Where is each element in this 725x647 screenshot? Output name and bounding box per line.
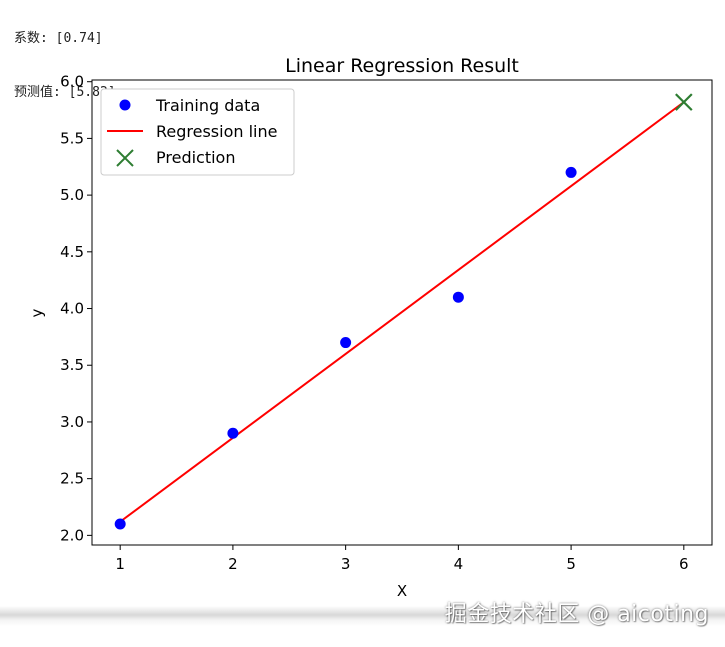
chart-title: Linear Regression Result	[285, 55, 519, 77]
legend: Training data Regression line Prediction	[100, 88, 295, 176]
training-data-point	[227, 427, 239, 439]
watermark: 掘金技术社区 @ aicoting	[444, 602, 709, 627]
regression-line	[119, 101, 685, 523]
legend-box	[100, 88, 295, 176]
x-axis-label: X	[397, 582, 407, 600]
training-data-point	[565, 166, 577, 178]
legend-prediction-label: Prediction	[156, 148, 235, 167]
y-tick-label: 5.0	[60, 186, 84, 204]
prediction-marker	[675, 93, 693, 111]
y-axis-label: y	[28, 308, 46, 317]
x-tick-label: 4	[454, 555, 464, 573]
y-tick-label: 5.5	[60, 129, 84, 147]
legend-prediction-marker	[116, 149, 134, 167]
training-data-point	[114, 518, 126, 530]
legend-training-marker	[119, 99, 131, 111]
y-tick-label: 4.5	[60, 243, 84, 261]
x-tick-label: 6	[679, 555, 689, 573]
x-tick-label: 3	[341, 555, 351, 573]
x-tick-label: 5	[566, 555, 576, 573]
console-coefficient-line: 系数: [0.74]	[14, 31, 103, 46]
y-tick-label: 2.0	[60, 526, 84, 544]
x-tick-label: 2	[228, 555, 238, 573]
legend-training-label: Training data	[155, 96, 260, 115]
y-tick-label: 6.0	[60, 73, 84, 91]
y-tick-label: 3.0	[60, 413, 84, 431]
legend-regression-label: Regression line	[156, 122, 277, 141]
y-tick-label: 3.5	[60, 356, 84, 374]
y-tick-label: 2.5	[60, 470, 84, 488]
training-data-point	[340, 337, 352, 349]
plot-frame	[91, 79, 713, 546]
training-data-point	[452, 291, 464, 303]
y-tick-label: 4.0	[60, 300, 84, 318]
window-bottom-edge	[0, 606, 725, 626]
x-tick-label: 1	[115, 555, 125, 573]
